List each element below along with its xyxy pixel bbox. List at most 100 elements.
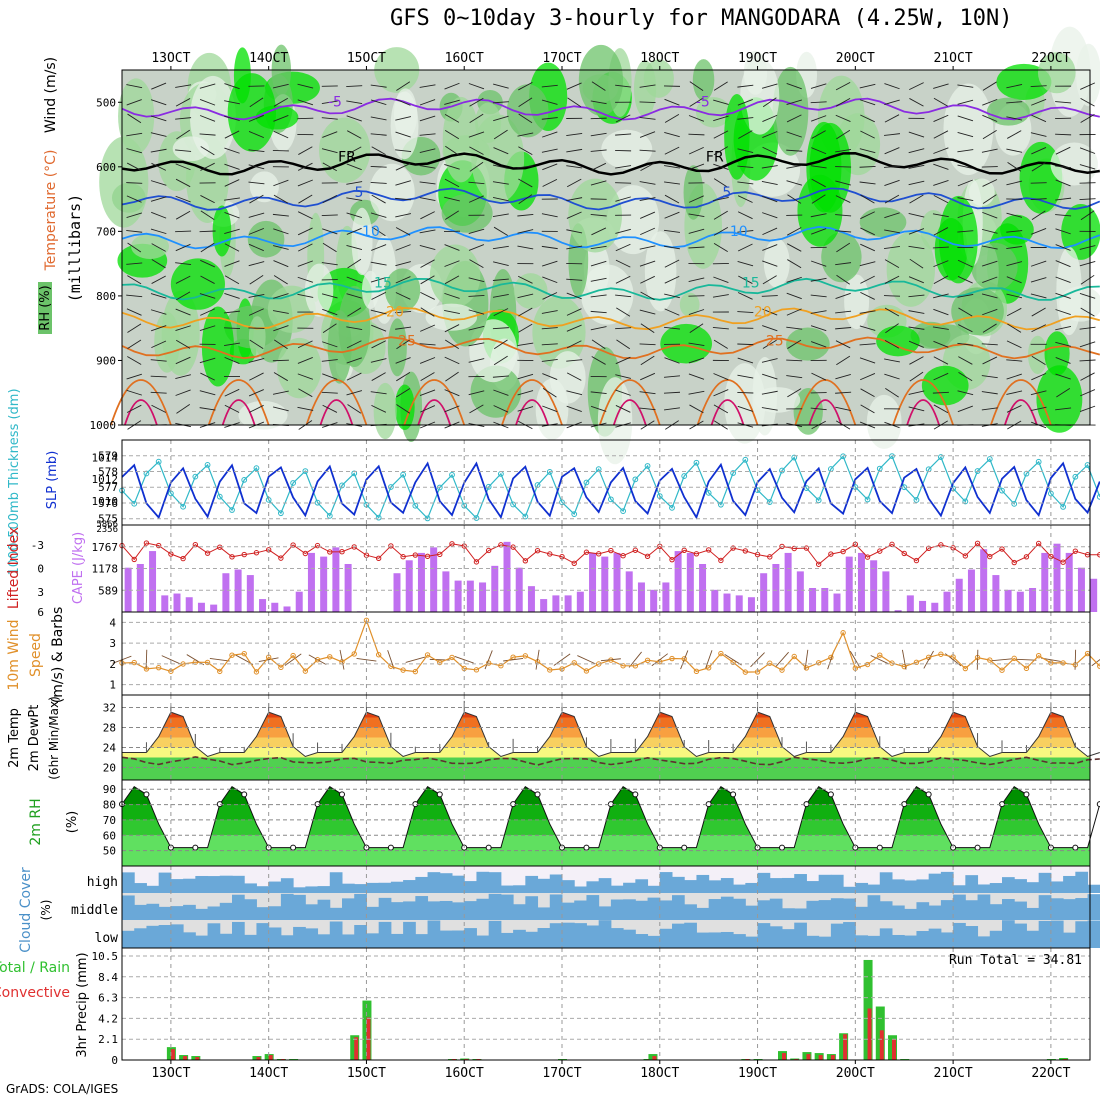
cloud-cell [134, 904, 147, 920]
wind-barb [860, 373, 876, 381]
wind-barb [786, 292, 802, 300]
wind-barb [1006, 293, 1023, 299]
rh-cell [763, 238, 790, 288]
cloud-cell [586, 881, 600, 893]
wind-barb [628, 651, 642, 668]
wind-barb [126, 132, 143, 137]
wind-barb [787, 194, 802, 204]
wind-barb [175, 84, 192, 88]
wind-barb [126, 308, 142, 316]
wind-barb [127, 113, 142, 124]
wind-barb [224, 342, 240, 347]
wind-barb [870, 655, 890, 665]
wind-barb [615, 243, 631, 252]
wind-barb [224, 243, 240, 252]
wind-barb [356, 657, 377, 662]
wind-speed-point [583, 668, 590, 674]
cloud-cell [232, 894, 245, 920]
precip-total-label: Total / Rain [0, 960, 70, 976]
wind-barb [468, 342, 485, 347]
wind-speed-point [437, 659, 443, 666]
wind-barb [909, 194, 924, 204]
wind-barb [370, 358, 387, 363]
wind-barb [750, 652, 765, 668]
wind-barb [444, 82, 460, 90]
cloud-cell [219, 902, 233, 920]
cape-bar [796, 571, 804, 612]
rh-cell [506, 84, 549, 138]
wind-barb [127, 242, 142, 253]
li-point [877, 548, 883, 554]
wind-barb [787, 339, 802, 349]
y-tick-label: 4 [109, 616, 116, 629]
cloud-cell [574, 923, 587, 948]
wind-barb [322, 308, 338, 316]
li-point [485, 547, 492, 554]
precip-convective-bar [879, 1030, 884, 1060]
wind-barb [664, 259, 680, 268]
li-point [913, 557, 920, 564]
cloud-cell [280, 878, 294, 893]
wind-barb [468, 83, 485, 90]
wind-barb [126, 148, 143, 154]
wind-barb [688, 163, 705, 170]
rh-cell [131, 233, 170, 259]
wind-barb [859, 148, 876, 154]
wind-barb [981, 391, 998, 395]
cloud-cell [146, 903, 160, 920]
precip-convective-bar [183, 1056, 188, 1060]
wind-barb [542, 163, 558, 171]
rh-cell [441, 193, 493, 233]
wind-speed-point [767, 660, 773, 666]
rh2m-unit-label: (%) [65, 811, 80, 834]
wind-barb [405, 656, 426, 663]
wind-barb [933, 404, 949, 414]
wind-speed-point [290, 652, 296, 659]
wind-barb [297, 276, 314, 283]
cape-bar [1004, 589, 1012, 612]
wind-barb [346, 326, 363, 330]
wind-barb [151, 243, 166, 252]
thickness-point [766, 499, 773, 505]
y-tick-label: 6.3 [98, 992, 118, 1005]
isotherm-loop [892, 379, 954, 426]
wind-barb [737, 117, 754, 120]
cloud-cell [378, 897, 392, 920]
cloud-cell [782, 929, 795, 948]
wind-barb [811, 228, 827, 235]
wind-barb [444, 356, 460, 365]
y-tick-label: 50 [103, 845, 116, 858]
wind-speed-point [864, 661, 871, 668]
wind-speed-point [424, 652, 431, 658]
cloud-cell [647, 897, 661, 920]
cloud-cell [134, 883, 147, 893]
wind-barb [371, 244, 387, 251]
wind-barb [395, 197, 412, 201]
wind-barb [811, 194, 826, 204]
isotherm-label: 20 [754, 305, 772, 321]
cloud-cell [1050, 898, 1064, 920]
wind-barb [860, 211, 875, 220]
wind-barb [640, 372, 656, 381]
wind-barb [150, 99, 167, 106]
wind-barb [713, 163, 729, 170]
wind-barb [176, 404, 191, 414]
cape-bar [405, 560, 413, 612]
wind-barb [272, 213, 289, 217]
wind-barb [1007, 162, 1022, 172]
rh-cell [469, 319, 518, 383]
cloud-cell [757, 872, 771, 893]
wind-barb [419, 165, 436, 169]
cloud-cell [354, 893, 367, 920]
wind-speed-point [351, 651, 357, 657]
wind-barb [786, 326, 803, 330]
wind-barb [175, 374, 191, 379]
wind-barb [615, 165, 632, 169]
cloud-cell [769, 898, 783, 920]
cloud-cell [794, 874, 807, 893]
rh-cell [549, 351, 586, 404]
wind-barb [297, 373, 314, 380]
wind-barb [273, 97, 289, 107]
isotherm-loop [906, 399, 940, 426]
cloud-cell [134, 928, 147, 948]
